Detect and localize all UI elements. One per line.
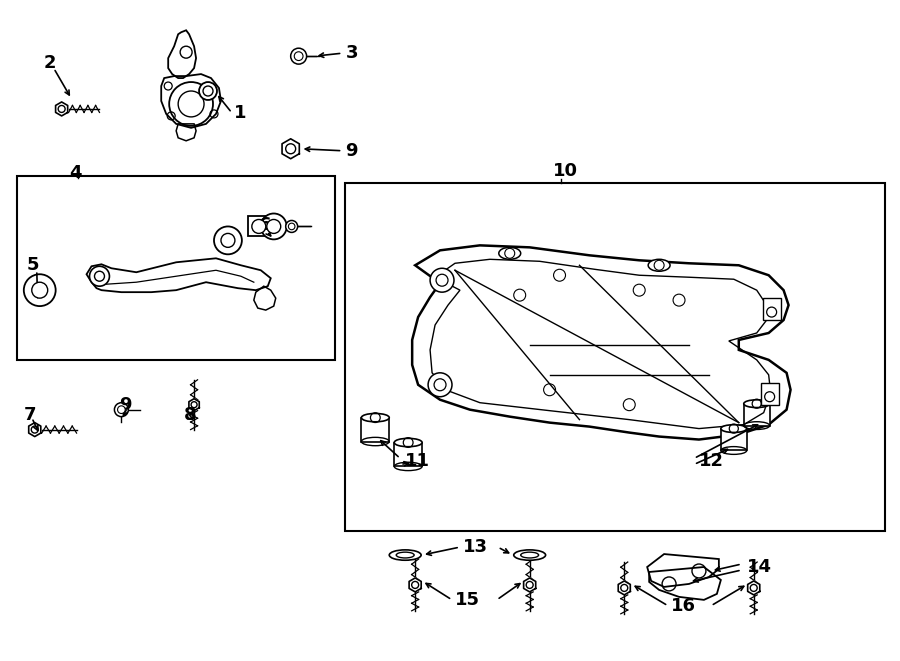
Circle shape: [199, 82, 217, 100]
Bar: [346, 182, 886, 531]
Bar: [394, 442, 422, 467]
Circle shape: [434, 379, 446, 391]
Ellipse shape: [362, 413, 390, 422]
Polygon shape: [29, 422, 40, 436]
Circle shape: [430, 268, 454, 292]
Polygon shape: [618, 581, 630, 595]
Circle shape: [221, 233, 235, 247]
Text: 5: 5: [27, 256, 40, 274]
Circle shape: [178, 91, 204, 117]
Text: 3: 3: [346, 44, 358, 62]
Text: 13: 13: [463, 538, 488, 556]
Circle shape: [89, 266, 110, 286]
Text: 11: 11: [405, 452, 430, 471]
Text: 10: 10: [553, 162, 578, 180]
Circle shape: [288, 223, 295, 230]
Circle shape: [285, 221, 298, 233]
Polygon shape: [56, 102, 68, 116]
Circle shape: [266, 219, 281, 233]
Ellipse shape: [396, 552, 414, 558]
Circle shape: [294, 52, 303, 61]
Circle shape: [291, 48, 307, 64]
Circle shape: [436, 274, 448, 286]
Bar: [762, 298, 780, 320]
Polygon shape: [282, 139, 300, 159]
Ellipse shape: [648, 259, 670, 271]
Polygon shape: [524, 578, 536, 592]
Bar: [760, 383, 778, 405]
Text: 12: 12: [699, 452, 724, 471]
Circle shape: [203, 86, 213, 96]
Polygon shape: [748, 581, 760, 595]
Circle shape: [765, 392, 775, 402]
Text: 16: 16: [671, 597, 696, 615]
Ellipse shape: [499, 247, 521, 259]
Text: 1: 1: [234, 104, 247, 122]
Ellipse shape: [514, 550, 545, 561]
Circle shape: [169, 82, 213, 126]
Text: 14: 14: [747, 558, 771, 576]
Bar: [743, 404, 770, 426]
Polygon shape: [189, 399, 199, 410]
Circle shape: [214, 227, 242, 254]
Ellipse shape: [394, 438, 422, 447]
Circle shape: [32, 282, 48, 298]
Text: 9: 9: [120, 396, 132, 414]
Bar: [362, 418, 390, 442]
Circle shape: [23, 274, 56, 306]
Circle shape: [252, 219, 266, 233]
Circle shape: [114, 403, 129, 416]
Text: 4: 4: [69, 164, 82, 182]
Circle shape: [118, 406, 125, 414]
Polygon shape: [410, 578, 421, 592]
Circle shape: [767, 307, 777, 317]
Ellipse shape: [743, 400, 770, 408]
Text: 6: 6: [259, 216, 271, 235]
Circle shape: [428, 373, 452, 397]
Ellipse shape: [390, 550, 421, 561]
Ellipse shape: [721, 425, 747, 432]
Ellipse shape: [521, 552, 538, 558]
Text: 2: 2: [44, 54, 56, 72]
Circle shape: [94, 271, 104, 281]
Bar: [17, 176, 336, 360]
Text: 7: 7: [23, 406, 36, 424]
Bar: [721, 428, 747, 451]
Bar: [248, 217, 270, 237]
Circle shape: [261, 214, 287, 239]
Text: 15: 15: [455, 591, 480, 609]
Text: 9: 9: [346, 141, 358, 160]
Text: 8: 8: [184, 406, 197, 424]
